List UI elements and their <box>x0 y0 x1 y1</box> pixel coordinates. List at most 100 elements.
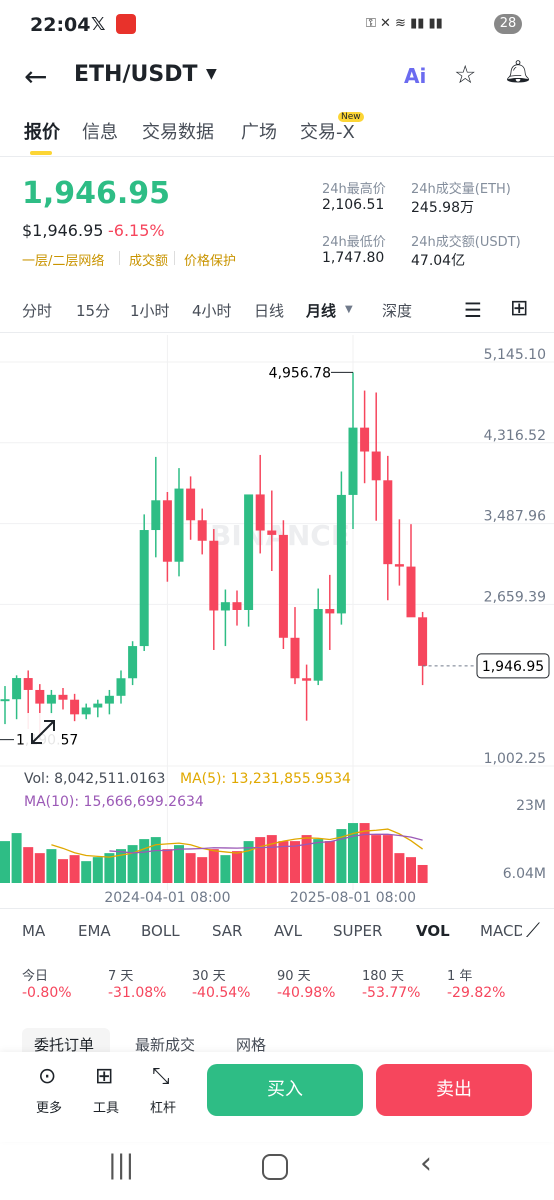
period-value: -31.08% <box>108 985 167 1001</box>
candle-body <box>418 617 428 666</box>
interval[interactable]: 1小时 <box>130 302 170 320</box>
tab[interactable]: 交易数据 <box>142 122 214 143</box>
battery: 28 <box>494 14 522 34</box>
nav-recent[interactable]: ||| <box>108 1150 135 1180</box>
pair-dropdown[interactable]: ▼ <box>206 66 217 82</box>
volume-bar <box>394 853 405 883</box>
period-label: 7 天 <box>108 969 134 984</box>
nav-home[interactable] <box>262 1154 288 1180</box>
period-label: 180 天 <box>362 969 404 984</box>
candle-body <box>244 494 254 610</box>
order-tab[interactable]: 最新成交 <box>135 1036 196 1054</box>
volume-bar <box>301 835 312 883</box>
volume-bar <box>127 845 138 883</box>
tag[interactable]: 价格保护 <box>184 254 237 269</box>
order-tab[interactable]: 委托订单 <box>34 1036 95 1054</box>
interval[interactable]: 4小时 <box>192 302 232 320</box>
tab[interactable]: 报价 <box>24 122 60 143</box>
candle-body <box>23 678 33 690</box>
layout-icon[interactable]: ⊞ <box>510 296 529 321</box>
y-tick-label: 2,659.39 <box>484 589 546 605</box>
action-icon[interactable]: ⊞ <box>95 1064 114 1089</box>
action-label[interactable]: 更多 <box>36 1101 63 1116</box>
period-label: 90 天 <box>277 969 311 984</box>
candle-body <box>383 480 393 565</box>
volume-bar <box>23 847 34 883</box>
tag[interactable]: 一层/二层网络 <box>22 254 105 269</box>
nav-back[interactable]: ‹ <box>420 1146 432 1181</box>
candle-body <box>209 540 219 611</box>
volume-bar <box>290 841 300 883</box>
candle-body <box>394 564 404 567</box>
candle-body <box>174 488 184 562</box>
volume-bar <box>417 864 428 883</box>
indicator[interactable]: MA <box>22 922 46 940</box>
candle-body <box>325 609 335 614</box>
buy-button[interactable]: 买入 <box>207 1064 363 1116</box>
ai-button[interactable]: Ai <box>404 64 427 88</box>
volume-bar <box>139 839 150 883</box>
candle-body <box>290 637 300 679</box>
volume-bar <box>150 837 161 883</box>
period-value: -40.98% <box>277 985 336 1001</box>
settings-icon[interactable]: ☰ <box>464 298 482 322</box>
action-label[interactable]: 工具 <box>93 1101 120 1116</box>
candle-body <box>128 646 138 679</box>
tag[interactable]: 成交额 <box>129 254 169 269</box>
volume-bar <box>313 839 324 883</box>
ma-line <box>109 833 423 854</box>
candle-body <box>162 500 172 562</box>
back-button[interactable]: ← <box>24 60 48 93</box>
interval[interactable]: 日线 <box>254 302 285 320</box>
action-icon[interactable]: ⊙ <box>38 1064 57 1089</box>
x-tick-label: 2025-08-01 08:00 <box>290 890 416 906</box>
stat-label: 24h最低价 <box>322 235 386 250</box>
candle-body <box>197 520 207 541</box>
tab[interactable]: 信息 <box>82 122 118 143</box>
current-label: 1,946.95 <box>482 659 544 675</box>
volume-tick-label: 23M <box>516 798 546 814</box>
favorite-button[interactable]: ☆ <box>454 60 477 89</box>
candle-body <box>220 602 230 611</box>
pair[interactable]: ETH/USDT <box>74 62 198 87</box>
volume-bar <box>0 841 10 883</box>
sell-button[interactable]: 卖出 <box>376 1064 532 1116</box>
indicator[interactable]: SAR <box>212 922 243 940</box>
tab[interactable]: 交易-X <box>300 122 355 143</box>
candle-body <box>267 530 277 535</box>
volume-bar <box>348 823 358 883</box>
new-badge: New <box>338 112 364 122</box>
stat-label: 24h成交量(ETH) <box>411 182 511 197</box>
indicator[interactable]: AVL <box>274 922 302 940</box>
volume-bar <box>406 857 416 883</box>
action-icon[interactable]: ⤡ <box>152 1064 170 1089</box>
volume-bar <box>336 829 347 883</box>
interval[interactable]: 月线 <box>306 302 337 320</box>
indicator[interactable]: BOLL <box>141 922 180 940</box>
volume-bar <box>104 853 115 883</box>
tab[interactable]: 广场 <box>241 122 277 143</box>
indicator[interactable]: VOL <box>416 922 450 940</box>
interval[interactable]: 15分 <box>76 302 111 320</box>
candle-body <box>81 707 91 715</box>
candle-body <box>186 488 196 521</box>
interval[interactable]: 深度 <box>382 302 413 320</box>
indicator[interactable]: SUPER <box>333 922 383 940</box>
indicator[interactable]: MACD <box>480 922 525 940</box>
candle-body <box>139 530 149 647</box>
period-value: -53.77% <box>362 985 421 1001</box>
stat-label: 24h最高价 <box>322 182 386 197</box>
status-icons: ⚿ ✕ ≋ ▮▮ ▮▮ <box>366 16 443 31</box>
indicator[interactable]: EMA <box>78 922 111 940</box>
order-tab[interactable]: 网格 <box>236 1036 267 1054</box>
period-label: 1 年 <box>447 969 473 984</box>
volume-bar <box>382 835 393 883</box>
stat-value: 2,106.51 <box>322 197 385 213</box>
indicator-settings[interactable]: ⟋ <box>522 918 540 942</box>
volume-bar <box>81 861 92 883</box>
bell-button[interactable]: 🔔︎ <box>504 60 532 85</box>
candle-body <box>70 699 80 715</box>
candle-body <box>104 695 114 704</box>
interval[interactable]: 分时 <box>22 302 53 320</box>
action-label[interactable]: 杠杆 <box>150 1101 177 1116</box>
